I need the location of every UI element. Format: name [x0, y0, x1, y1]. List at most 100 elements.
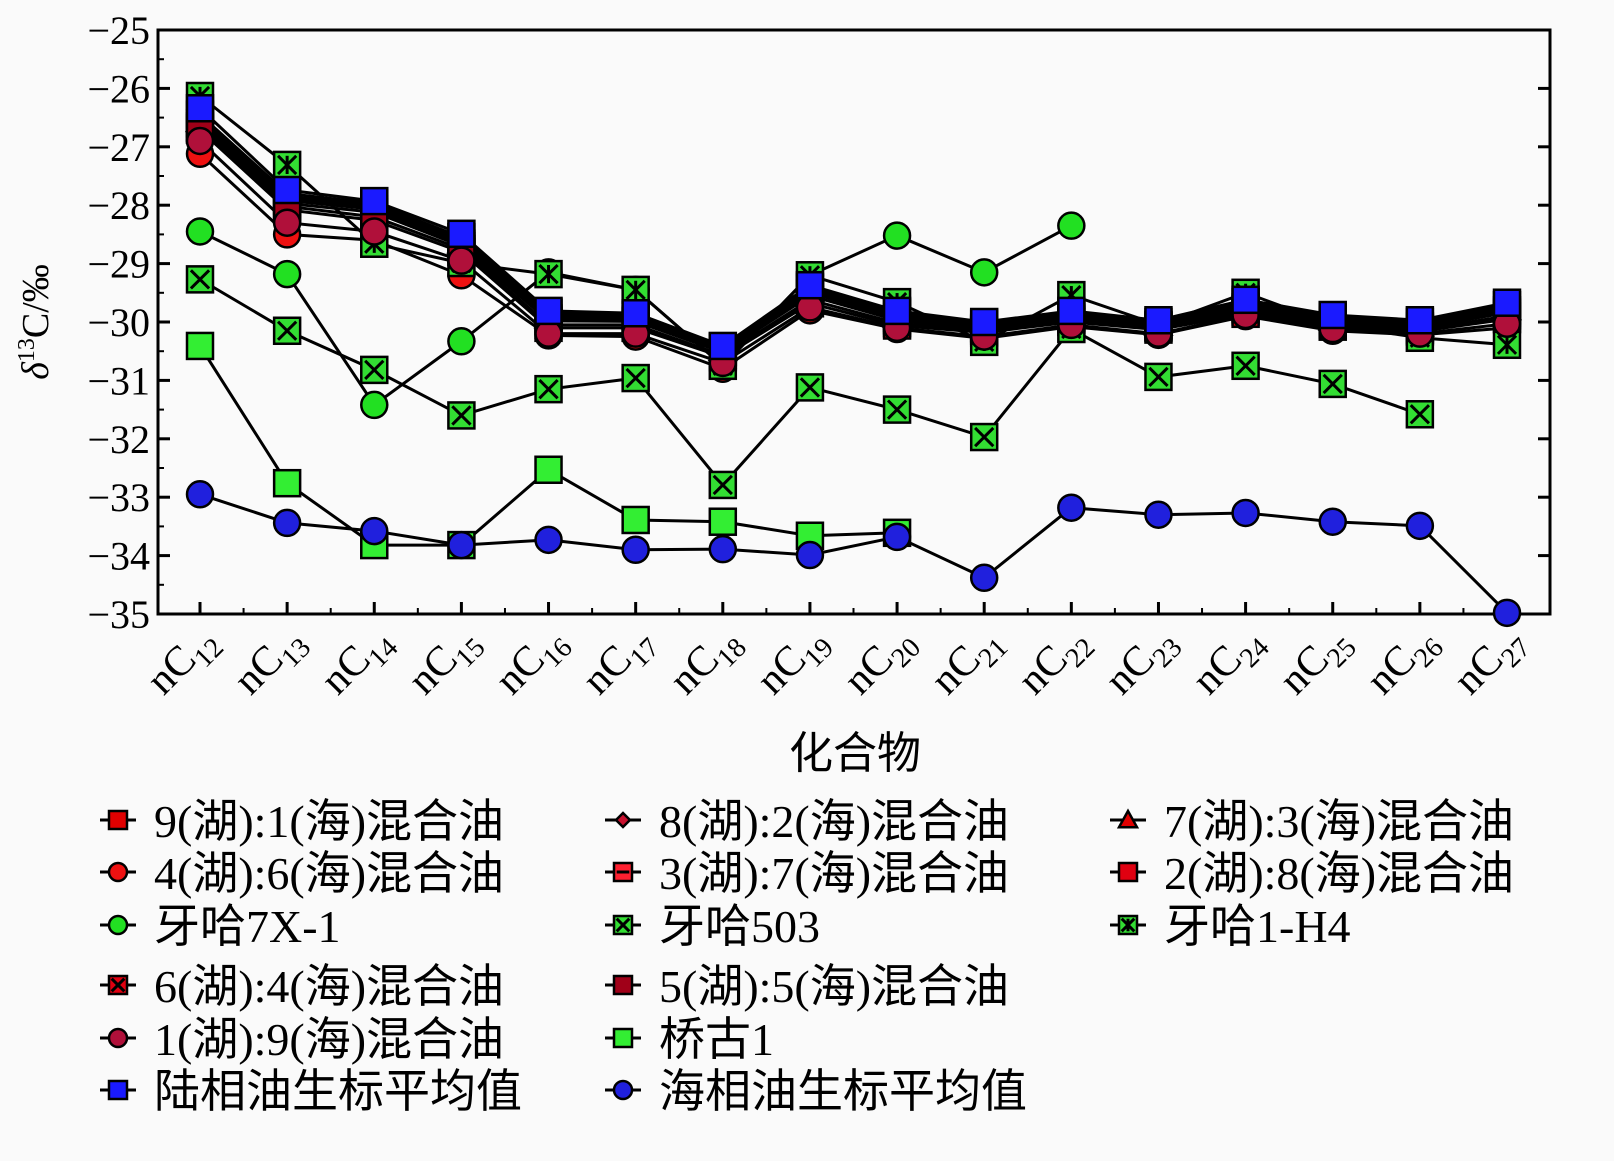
x-tick-label: nC16	[487, 617, 579, 709]
data-point	[882, 221, 912, 250]
legend: 9(湖):1(海)混合油 8(湖):2(海)混合油 7(湖):3(海)混合油 4(湖)…	[100, 796, 1514, 1117]
data-point	[1405, 305, 1435, 335]
legend-marker	[107, 1027, 129, 1049]
series-line	[199, 125, 1508, 355]
data-point	[185, 126, 215, 156]
y-tick-label: −34	[87, 534, 150, 579]
series-line	[199, 492, 1509, 614]
x-tick-label: nC27	[1445, 617, 1537, 709]
y-tick-label: −28	[87, 183, 150, 228]
legend-item: 7(湖):3(海)混合油	[1110, 796, 1514, 847]
data-point-glyph	[712, 474, 733, 496]
data-point	[272, 175, 302, 205]
data-point	[621, 505, 650, 535]
legend-label: 海相油生标平均值	[659, 1066, 1027, 1117]
data-point	[795, 540, 825, 570]
data-point	[1318, 300, 1347, 330]
y-axis-title: δ13C/‰	[14, 264, 57, 380]
x-tick-label: nC19	[748, 617, 840, 709]
x-tick-label: nC15	[399, 617, 491, 709]
legend-item: 海相油生标平均值	[605, 1066, 1027, 1117]
y-tick-label: −29	[87, 242, 150, 287]
legend-marker	[614, 811, 632, 829]
legend-marker	[107, 861, 129, 883]
legend-marker	[107, 1079, 129, 1101]
y-tick-label: −35	[87, 592, 150, 637]
data-point	[185, 480, 215, 509]
legend-label: 3(湖):7(海)混合油	[659, 848, 1009, 899]
data-point	[1405, 511, 1435, 541]
legend-marker	[612, 1027, 634, 1049]
legend-item: 9(湖):1(海)混合油	[100, 796, 504, 847]
x-tick-label: nC14	[312, 617, 404, 709]
y-axis-title-sup: 13	[14, 338, 40, 362]
data-point	[708, 534, 738, 564]
data-point	[708, 331, 738, 361]
x-axis-title: 化合物	[789, 729, 921, 778]
series-line	[198, 128, 1508, 359]
x-tick-label: nC17	[574, 617, 666, 709]
x-tick-label: nC24	[1184, 617, 1276, 709]
y-tick-label: −32	[87, 417, 150, 462]
data-point	[185, 94, 215, 123]
data-point-glyph	[1322, 373, 1343, 395]
legend-label: 陆相油生标平均值	[154, 1066, 522, 1117]
data-point	[272, 508, 302, 538]
legend-item: 4(湖):6(海)混合油	[100, 848, 504, 899]
data-point-glyph	[451, 405, 472, 426]
y-tick-label: −27	[87, 125, 150, 170]
data-point	[534, 525, 563, 555]
legend-item: 桥古1	[605, 1014, 774, 1065]
data-point-glyph	[1235, 355, 1256, 376]
data-point	[621, 535, 650, 565]
legend-item: 8(湖):2(海)混合油	[605, 796, 1009, 847]
legend-label: 牙哈1-H4	[1164, 901, 1351, 952]
series-points	[185, 480, 1522, 628]
series-line	[198, 126, 1508, 357]
data-point	[272, 208, 302, 237]
data-point	[185, 331, 215, 361]
x-tick-label: nC12	[138, 617, 230, 709]
data-point	[447, 246, 476, 275]
data-point	[621, 298, 650, 328]
legend-marker-glyph	[615, 917, 631, 933]
legend-marker	[1117, 861, 1139, 883]
data-point-glyph	[364, 359, 385, 381]
legend-marker	[107, 914, 129, 936]
data-point	[1057, 493, 1086, 522]
legend-label: 1(湖):9(海)混合油	[154, 1014, 504, 1065]
data-point	[969, 563, 999, 593]
legend-label: 2(湖):8(海)混合油	[1164, 848, 1514, 899]
legend-marker	[107, 809, 129, 831]
x-tick-label: nC20	[835, 617, 927, 709]
data-point	[447, 219, 476, 249]
series-points	[185, 94, 1522, 361]
series-line	[198, 139, 1508, 365]
legend-item: 6(湖):4(海)混合油	[100, 961, 504, 1012]
data-point	[1144, 305, 1173, 335]
data-point	[360, 217, 389, 246]
data-point	[360, 390, 389, 420]
legend-label: 9(湖):1(海)混合油	[154, 796, 504, 847]
legend-item: 1(湖):9(海)混合油	[100, 1014, 504, 1065]
data-point	[534, 296, 563, 326]
y-tick-label: −31	[87, 358, 150, 403]
data-point	[272, 468, 302, 498]
data-point	[795, 270, 825, 300]
series-line	[199, 122, 1508, 353]
legend-item: 牙哈7X-1	[100, 901, 341, 952]
legend-label: 6(湖):4(海)混合油	[154, 961, 504, 1012]
data-point	[1057, 296, 1086, 326]
legend-item: 3(湖):7(海)混合油	[605, 848, 1009, 899]
data-point	[360, 516, 389, 546]
data-point	[1231, 498, 1260, 528]
data-point	[969, 258, 999, 287]
legend-label: 4(湖):6(海)混合油	[154, 848, 504, 899]
data-point-glyph	[189, 269, 211, 290]
data-point-glyph	[538, 378, 559, 400]
y-tick-label: −30	[87, 300, 150, 345]
data-point-glyph	[276, 320, 298, 341]
x-tick-label: nC18	[661, 617, 753, 709]
legend-marker	[612, 974, 634, 996]
